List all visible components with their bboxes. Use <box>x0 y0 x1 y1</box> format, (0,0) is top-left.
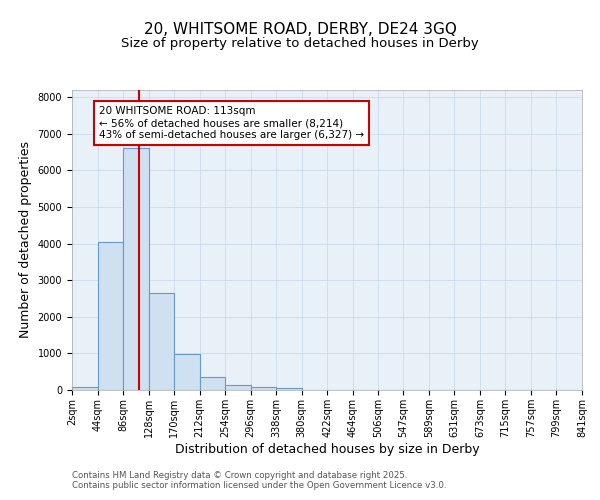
Bar <box>98 242 123 390</box>
Text: Size of property relative to detached houses in Derby: Size of property relative to detached ho… <box>121 38 479 51</box>
Text: Contains HM Land Registry data © Crown copyright and database right 2025.
Contai: Contains HM Land Registry data © Crown c… <box>72 470 446 490</box>
Bar <box>225 385 251 390</box>
Y-axis label: Number of detached properties: Number of detached properties <box>19 142 32 338</box>
Bar <box>123 148 149 390</box>
Bar <box>72 387 98 390</box>
Text: 20 WHITSOME ROAD: 113sqm
← 56% of detached houses are smaller (8,214)
43% of sem: 20 WHITSOME ROAD: 113sqm ← 56% of detach… <box>99 106 364 140</box>
Bar <box>276 388 302 390</box>
X-axis label: Distribution of detached houses by size in Derby: Distribution of detached houses by size … <box>175 442 479 456</box>
Bar <box>251 387 276 390</box>
Bar <box>149 293 174 390</box>
Text: 20, WHITSOME ROAD, DERBY, DE24 3GQ: 20, WHITSOME ROAD, DERBY, DE24 3GQ <box>143 22 457 38</box>
Bar <box>174 354 200 390</box>
Bar <box>200 377 225 390</box>
